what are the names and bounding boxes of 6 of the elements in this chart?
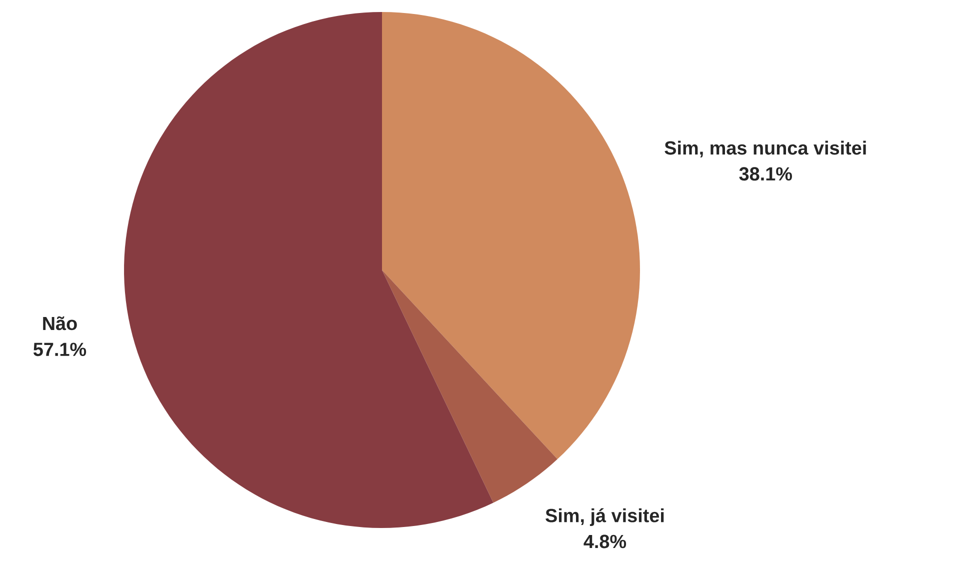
data-label: 4.8% (584, 534, 626, 548)
slice-label: Sim, já visitei (546, 508, 664, 526)
data-label: 57.1% (33, 342, 86, 356)
data-label: 38.1% (739, 167, 792, 181)
slice-label: Não (43, 316, 77, 330)
slice-label: Sim, mas nunca visitei (664, 140, 866, 158)
